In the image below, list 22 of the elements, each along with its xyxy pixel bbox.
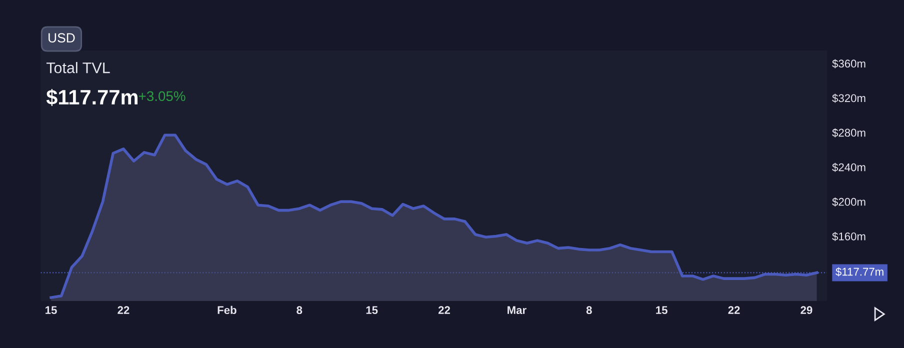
x-tick-label: 8 bbox=[586, 306, 592, 314]
text: USD bbox=[48, 33, 75, 43]
y-tick-label: $240m bbox=[832, 162, 866, 172]
x-tick-label: 15 bbox=[46, 306, 57, 314]
ref-line-label: $117.77m bbox=[836, 267, 884, 276]
y-tick-label: $160m bbox=[832, 232, 866, 242]
x-tick-label: 22 bbox=[438, 306, 450, 314]
y-tick-label: $200m bbox=[832, 197, 866, 206]
x-tick-label: 29 bbox=[800, 306, 812, 314]
x-tick-label: 22 bbox=[728, 306, 740, 314]
y-tick-label: $360m bbox=[832, 59, 866, 68]
x-tick-label: Feb bbox=[218, 306, 236, 314]
x-tick-label: 8 bbox=[296, 306, 302, 314]
annotation: +3.05% bbox=[138, 91, 186, 102]
text: Total TVL bbox=[46, 62, 110, 74]
x-tick-label: Mar bbox=[508, 306, 526, 314]
text: $117.77m bbox=[46, 88, 138, 106]
x-tick-label: 15 bbox=[656, 306, 668, 314]
y-tick-label: $320m bbox=[832, 94, 866, 103]
x-tick-label: 15 bbox=[366, 306, 378, 314]
y-tick-label: $280m bbox=[832, 128, 866, 138]
x-tick-label: 22 bbox=[118, 306, 130, 314]
